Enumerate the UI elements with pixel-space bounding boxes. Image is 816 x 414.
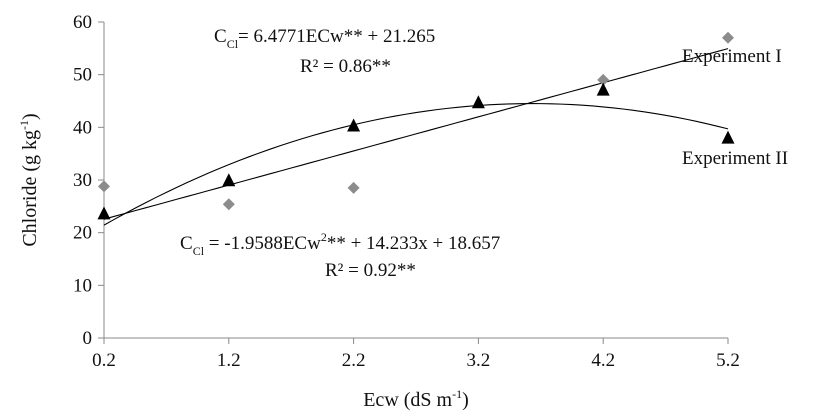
x-tick-label: 2.2 xyxy=(342,350,366,371)
diamond-point xyxy=(347,181,360,194)
trendline-1 xyxy=(103,48,729,220)
labels: 0 10 20 30 40 50 60 0.2 1.2 2.2 3.2 4.2 5.2 Ecw (dS m… xyxy=(17,12,788,411)
triangle-point xyxy=(471,95,485,109)
diamond-point xyxy=(98,180,110,193)
x-tick-label: 4.2 xyxy=(591,350,615,371)
y-axis-title: Chloride (g kg-1) xyxy=(17,113,41,246)
data-points xyxy=(97,31,735,220)
trendline-2 xyxy=(103,103,729,226)
r-squared-quadratic: R² = 0.92** xyxy=(325,260,416,281)
legend-label-1: Experiment I xyxy=(682,46,782,67)
equation-linear: CCl= 6.4771ECw** + 21.265 xyxy=(214,26,435,51)
triangle-point xyxy=(97,206,111,220)
y-tick-label: 40 xyxy=(73,117,92,138)
y-tick-label: 20 xyxy=(73,223,92,244)
x-tick-label: 5.2 xyxy=(716,350,740,371)
triangle-point xyxy=(721,130,735,144)
triangle-point xyxy=(596,82,610,96)
y-tick-label: 0 xyxy=(83,328,93,349)
diamond-point xyxy=(597,73,610,86)
diamond-point xyxy=(222,198,235,211)
y-tick-label: 50 xyxy=(73,65,92,86)
triangle-point xyxy=(222,173,236,187)
trendlines xyxy=(103,48,729,226)
r-squared-linear: R² = 0.86** xyxy=(300,56,391,77)
diamond-point xyxy=(722,31,734,44)
x-tick-label: 1.2 xyxy=(217,350,241,371)
y-tick-label: 10 xyxy=(73,275,92,296)
axes xyxy=(98,21,729,344)
legend-label-2: Experiment II xyxy=(682,148,788,169)
x-axis-title: Ecw (dS m-1) xyxy=(363,387,469,411)
equation-quadratic: CCl = -1.9588ECw2** + 14.233x + 18.657 xyxy=(180,230,500,258)
y-tick-label: 30 xyxy=(73,170,92,191)
y-tick-label: 60 xyxy=(73,12,92,33)
triangle-point xyxy=(347,118,361,132)
x-tick-label: 3.2 xyxy=(467,350,491,371)
x-tick-label: 0.2 xyxy=(92,350,116,371)
